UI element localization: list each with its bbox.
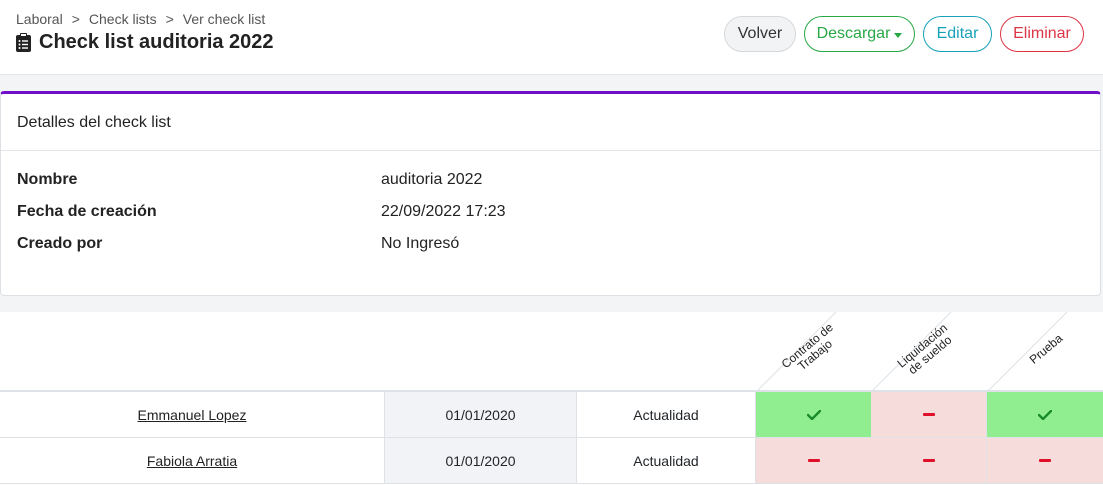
employee-link[interactable]: Emmanuel Lopez (137, 406, 247, 423)
date-cell: 01/01/2020 (385, 392, 577, 437)
volver-button[interactable]: Volver (724, 16, 796, 52)
detail-label: Fecha de creación (17, 203, 157, 220)
status-cell: Actualidad (577, 392, 756, 437)
date-cell: 01/01/2020 (385, 438, 577, 483)
detail-row-fecha: Fecha de creación 22/09/2022 17:23 (1, 203, 1100, 235)
matrix-column-headers: Contrato de Trabajo Liquidación de sueld… (0, 312, 1103, 392)
detail-value: No Ingresó (381, 235, 460, 252)
breadcrumb-separator: > (165, 11, 174, 27)
table-row: Fabiola Arratia 01/01/2020 Actualidad (0, 438, 1103, 484)
detail-value: auditoria 2022 (381, 171, 483, 188)
page-title: Check list auditoria 2022 (39, 31, 274, 53)
breadcrumb: Laboral > Check lists > Ver check list (16, 11, 265, 27)
minus-icon (922, 459, 935, 462)
details-card-heading: Detalles del check list (1, 94, 1100, 151)
detail-row-nombre: Nombre auditoria 2022 (1, 171, 1100, 203)
detail-label: Creado por (17, 235, 103, 252)
breadcrumb-separator: > (71, 11, 80, 27)
minus-icon (1039, 459, 1051, 462)
check-cell (756, 438, 872, 483)
detail-label: Nombre (17, 171, 78, 188)
breadcrumb-item-laboral[interactable]: Laboral (16, 11, 63, 27)
breadcrumb-item-current: Ver check list (182, 11, 266, 27)
check-cell (756, 392, 872, 437)
checklist-matrix: Contrato de Trabajo Liquidación de sueld… (0, 312, 1103, 485)
employee-cell: Fabiola Arratia (0, 438, 385, 483)
descargar-button-label: Descargar (816, 25, 891, 42)
employee-cell: Emmanuel Lopez (0, 392, 385, 437)
detail-value: 22/09/2022 17:23 (381, 203, 506, 220)
eliminar-button-label: Eliminar (1013, 25, 1071, 42)
employee-link[interactable]: Fabiola Arratia (146, 452, 238, 469)
caret-down-icon (894, 32, 903, 38)
table-row: Emmanuel Lopez 01/01/2020 Actualidad (0, 392, 1103, 438)
column-header: Prueba (987, 312, 1103, 392)
column-header: Liquidación de sueldo (871, 312, 987, 392)
minus-icon (922, 413, 935, 416)
check-cell (987, 392, 1103, 437)
check-cell (871, 438, 987, 483)
clipboard-list-icon (16, 33, 31, 52)
page-header: Laboral > Check lists > Ver check list C… (0, 0, 1103, 75)
detail-row-creado-por: Creado por No Ingresó (1, 235, 1100, 267)
check-cell (871, 392, 987, 437)
editar-button[interactable]: Editar (923, 16, 992, 52)
breadcrumb-item-check-lists[interactable]: Check lists (88, 11, 157, 27)
minus-icon (807, 459, 820, 462)
check-icon (806, 409, 821, 420)
details-card: Detalles del check list Nombre auditoria… (0, 91, 1101, 296)
status-cell: Actualidad (577, 438, 756, 483)
eliminar-button[interactable]: Eliminar (1000, 16, 1084, 52)
editar-button-label: Editar (936, 25, 979, 42)
page-title-wrap: Check list auditoria 2022 (16, 31, 274, 54)
column-header: Contrato de Trabajo (756, 312, 872, 392)
check-cell (987, 438, 1103, 483)
check-icon (1038, 409, 1052, 420)
volver-button-label: Volver (737, 25, 783, 42)
descargar-dropdown-button[interactable]: Descargar (804, 16, 915, 52)
